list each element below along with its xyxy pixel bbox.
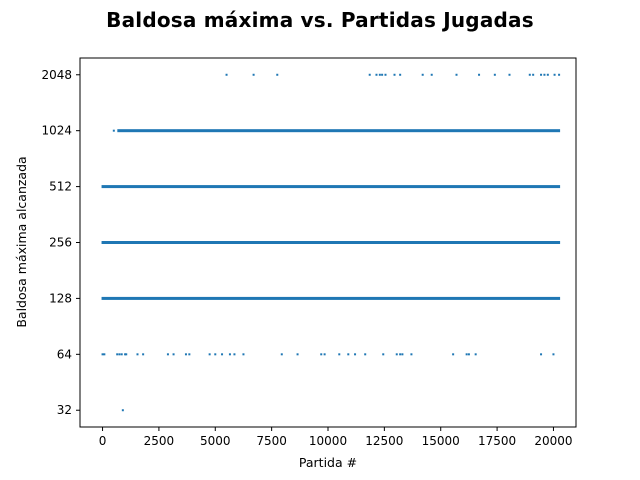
x-tick-label: 5000 [200,434,231,448]
data-point [364,353,367,356]
data-point [474,353,477,356]
data-point [172,353,175,356]
data-point [347,353,350,356]
y-tick-label: 2048 [41,68,72,82]
data-band-512 [101,185,561,189]
data-band-128 [101,296,561,300]
data-point [528,73,531,76]
data-point [508,73,511,76]
data-point [252,73,255,76]
data-point [399,353,402,356]
data-point [225,73,228,76]
y-tick-label: 512 [49,180,72,194]
x-tick-label: 17500 [478,434,516,448]
data-point [430,73,433,76]
data-point [532,73,535,76]
data-point [320,353,323,356]
data-point [103,353,106,356]
data-point [395,353,398,356]
y-axis-ticks: 32 64 128 256 512 1024 2048 [41,68,80,417]
chart-title: Baldosa máxima vs. Partidas Jugadas [106,8,534,32]
data-point [125,353,128,356]
y-tick-label: 128 [49,291,72,305]
data-point [242,353,245,356]
data-point [410,353,413,356]
x-tick-label: 10000 [309,434,347,448]
data-point [465,353,468,356]
x-tick-label: 12500 [365,434,403,448]
data-point [540,353,543,356]
x-tick-label: 0 [99,434,107,448]
data-point [493,73,496,76]
x-axis-label: Partida # [299,455,357,470]
data-point [121,409,124,412]
y-tick-label: 64 [57,347,72,361]
data-point [120,353,123,356]
data-band-1024 [117,129,561,133]
data-point [118,353,121,356]
data-point [421,73,424,76]
data-point [116,353,119,356]
data-point [552,353,555,356]
data-point [184,353,187,356]
data-point [368,73,371,76]
x-tick-label: 15000 [422,434,460,448]
data-point [455,73,458,76]
x-tick-label: 2500 [144,434,175,448]
data-point [221,353,224,356]
data-point [323,353,326,356]
data-point [382,353,385,356]
data-point [478,73,481,76]
data-point [381,73,384,76]
data-point [452,353,455,356]
data-point [214,353,217,356]
data-point [142,353,145,356]
data-point [540,73,543,76]
data-point [296,353,299,356]
data-point [401,353,404,356]
y-tick-label: 32 [57,403,72,417]
data-point [101,353,104,356]
data-point [553,73,556,76]
points-layer [101,73,561,412]
x-axis-ticks: 0 2500 5000 7500 10000 12500 15000 17500 20000 [99,427,573,448]
data-point [467,353,470,356]
data-point [399,73,402,76]
y-tick-label: 256 [49,236,72,250]
y-tick-label: 1024 [41,124,72,138]
data-point [546,73,549,76]
data-point [543,73,546,76]
data-point [136,353,139,356]
x-tick-label: 20000 [534,434,572,448]
data-point [558,73,561,76]
data-point [393,73,396,76]
data-point [375,73,378,76]
x-tick-label: 7500 [256,434,287,448]
data-point [124,353,127,356]
data-point [112,129,115,132]
data-point [188,353,191,356]
data-band-256 [101,241,561,244]
data-point [166,353,169,356]
data-point [208,353,211,356]
y-axis-label: Baldosa máxima alcanzada [14,156,29,327]
data-point [354,353,357,356]
data-point [338,353,341,356]
data-point [384,73,387,76]
data-point [378,73,381,76]
data-point [276,73,279,76]
data-point [228,353,231,356]
data-point [233,353,236,356]
data-point [280,353,283,356]
